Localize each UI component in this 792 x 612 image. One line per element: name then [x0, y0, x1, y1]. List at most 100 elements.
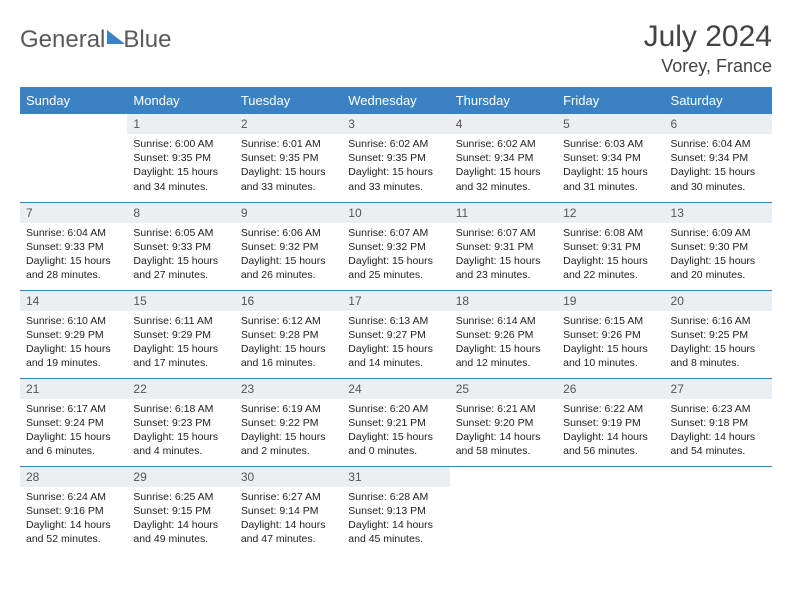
calendar-row: 7Sunrise: 6:04 AMSunset: 9:33 PMDaylight…	[20, 202, 772, 290]
daylight-line-1: Daylight: 15 hours	[671, 342, 766, 356]
weekday-saturday: Saturday	[665, 87, 772, 114]
sunrise-line: Sunrise: 6:11 AM	[133, 314, 228, 328]
daylight-line-1: Daylight: 15 hours	[348, 254, 443, 268]
calendar-cell: 15Sunrise: 6:11 AMSunset: 9:29 PMDayligh…	[127, 290, 234, 378]
sunrise-line: Sunrise: 6:21 AM	[456, 402, 551, 416]
daylight-line-2: and 54 minutes.	[671, 444, 766, 458]
day-number: 4	[450, 114, 557, 134]
day-details: Sunrise: 6:05 AMSunset: 9:33 PMDaylight:…	[127, 223, 234, 287]
sunset-line: Sunset: 9:13 PM	[348, 504, 443, 518]
calendar-row: 21Sunrise: 6:17 AMSunset: 9:24 PMDayligh…	[20, 378, 772, 466]
daylight-line-2: and 6 minutes.	[26, 444, 121, 458]
sunrise-line: Sunrise: 6:07 AM	[456, 226, 551, 240]
day-details: Sunrise: 6:17 AMSunset: 9:24 PMDaylight:…	[20, 399, 127, 463]
day-details: Sunrise: 6:04 AMSunset: 9:33 PMDaylight:…	[20, 223, 127, 287]
daylight-line-2: and 27 minutes.	[133, 268, 228, 282]
daylight-line-1: Daylight: 15 hours	[241, 165, 336, 179]
sunset-line: Sunset: 9:28 PM	[241, 328, 336, 342]
day-number: 7	[20, 203, 127, 223]
daylight-line-1: Daylight: 15 hours	[241, 430, 336, 444]
sunrise-line: Sunrise: 6:22 AM	[563, 402, 658, 416]
day-details: Sunrise: 6:16 AMSunset: 9:25 PMDaylight:…	[665, 311, 772, 375]
day-details: Sunrise: 6:27 AMSunset: 9:14 PMDaylight:…	[235, 487, 342, 551]
calendar-cell: 7Sunrise: 6:04 AMSunset: 9:33 PMDaylight…	[20, 202, 127, 290]
calendar-cell: 3Sunrise: 6:02 AMSunset: 9:35 PMDaylight…	[342, 114, 449, 202]
daylight-line-2: and 58 minutes.	[456, 444, 551, 458]
sunrise-line: Sunrise: 6:15 AM	[563, 314, 658, 328]
daylight-line-2: and 19 minutes.	[26, 356, 121, 370]
day-details: Sunrise: 6:21 AMSunset: 9:20 PMDaylight:…	[450, 399, 557, 463]
sunrise-line: Sunrise: 6:28 AM	[348, 490, 443, 504]
sunset-line: Sunset: 9:14 PM	[241, 504, 336, 518]
day-number: 10	[342, 203, 449, 223]
daylight-line-2: and 8 minutes.	[671, 356, 766, 370]
daylight-line-2: and 2 minutes.	[241, 444, 336, 458]
day-number: 1	[127, 114, 234, 134]
day-number: 5	[557, 114, 664, 134]
calendar-row: 1Sunrise: 6:00 AMSunset: 9:35 PMDaylight…	[20, 114, 772, 202]
daylight-line-1: Daylight: 14 hours	[348, 518, 443, 532]
sunrise-line: Sunrise: 6:12 AM	[241, 314, 336, 328]
day-details: Sunrise: 6:08 AMSunset: 9:31 PMDaylight:…	[557, 223, 664, 287]
calendar-table: Sunday Monday Tuesday Wednesday Thursday…	[20, 87, 772, 554]
sunrise-line: Sunrise: 6:06 AM	[241, 226, 336, 240]
daylight-line-1: Daylight: 15 hours	[456, 165, 551, 179]
day-number: 26	[557, 379, 664, 399]
daylight-line-2: and 25 minutes.	[348, 268, 443, 282]
daylight-line-2: and 10 minutes.	[563, 356, 658, 370]
daylight-line-1: Daylight: 14 hours	[241, 518, 336, 532]
calendar-cell-empty	[665, 466, 772, 554]
sunrise-line: Sunrise: 6:19 AM	[241, 402, 336, 416]
sunrise-line: Sunrise: 6:10 AM	[26, 314, 121, 328]
sunset-line: Sunset: 9:26 PM	[563, 328, 658, 342]
day-details: Sunrise: 6:22 AMSunset: 9:19 PMDaylight:…	[557, 399, 664, 463]
day-number: 15	[127, 291, 234, 311]
sunrise-line: Sunrise: 6:14 AM	[456, 314, 551, 328]
daylight-line-2: and 33 minutes.	[241, 180, 336, 194]
calendar-cell: 2Sunrise: 6:01 AMSunset: 9:35 PMDaylight…	[235, 114, 342, 202]
day-details: Sunrise: 6:09 AMSunset: 9:30 PMDaylight:…	[665, 223, 772, 287]
daylight-line-1: Daylight: 15 hours	[133, 430, 228, 444]
sunrise-line: Sunrise: 6:20 AM	[348, 402, 443, 416]
daylight-line-1: Daylight: 15 hours	[133, 342, 228, 356]
daylight-line-2: and 26 minutes.	[241, 268, 336, 282]
daylight-line-1: Daylight: 15 hours	[563, 165, 658, 179]
day-details: Sunrise: 6:00 AMSunset: 9:35 PMDaylight:…	[127, 134, 234, 198]
sunrise-line: Sunrise: 6:23 AM	[671, 402, 766, 416]
sunset-line: Sunset: 9:18 PM	[671, 416, 766, 430]
day-details: Sunrise: 6:10 AMSunset: 9:29 PMDaylight:…	[20, 311, 127, 375]
daylight-line-2: and 49 minutes.	[133, 532, 228, 546]
day-number: 14	[20, 291, 127, 311]
sunset-line: Sunset: 9:35 PM	[348, 151, 443, 165]
sunrise-line: Sunrise: 6:01 AM	[241, 137, 336, 151]
sunset-line: Sunset: 9:20 PM	[456, 416, 551, 430]
day-details: Sunrise: 6:15 AMSunset: 9:26 PMDaylight:…	[557, 311, 664, 375]
day-details: Sunrise: 6:13 AMSunset: 9:27 PMDaylight:…	[342, 311, 449, 375]
daylight-line-1: Daylight: 15 hours	[348, 165, 443, 179]
calendar-cell: 25Sunrise: 6:21 AMSunset: 9:20 PMDayligh…	[450, 378, 557, 466]
daylight-line-1: Daylight: 14 hours	[563, 430, 658, 444]
sunset-line: Sunset: 9:31 PM	[456, 240, 551, 254]
day-number: 9	[235, 203, 342, 223]
calendar-cell: 29Sunrise: 6:25 AMSunset: 9:15 PMDayligh…	[127, 466, 234, 554]
calendar-cell: 31Sunrise: 6:28 AMSunset: 9:13 PMDayligh…	[342, 466, 449, 554]
calendar-cell: 23Sunrise: 6:19 AMSunset: 9:22 PMDayligh…	[235, 378, 342, 466]
daylight-line-1: Daylight: 15 hours	[133, 165, 228, 179]
sunrise-line: Sunrise: 6:04 AM	[26, 226, 121, 240]
daylight-line-2: and 12 minutes.	[456, 356, 551, 370]
day-details: Sunrise: 6:02 AMSunset: 9:35 PMDaylight:…	[342, 134, 449, 198]
calendar-cell: 20Sunrise: 6:16 AMSunset: 9:25 PMDayligh…	[665, 290, 772, 378]
calendar-cell-empty	[557, 466, 664, 554]
daylight-line-2: and 32 minutes.	[456, 180, 551, 194]
calendar-cell: 28Sunrise: 6:24 AMSunset: 9:16 PMDayligh…	[20, 466, 127, 554]
calendar-cell: 4Sunrise: 6:02 AMSunset: 9:34 PMDaylight…	[450, 114, 557, 202]
sunset-line: Sunset: 9:19 PM	[563, 416, 658, 430]
daylight-line-1: Daylight: 15 hours	[456, 254, 551, 268]
sunset-line: Sunset: 9:24 PM	[26, 416, 121, 430]
day-details: Sunrise: 6:03 AMSunset: 9:34 PMDaylight:…	[557, 134, 664, 198]
month-title: July 2024	[644, 20, 772, 54]
weekday-tuesday: Tuesday	[235, 87, 342, 114]
daylight-line-2: and 28 minutes.	[26, 268, 121, 282]
location: Vorey, France	[644, 56, 772, 77]
calendar-cell-empty	[20, 114, 127, 202]
